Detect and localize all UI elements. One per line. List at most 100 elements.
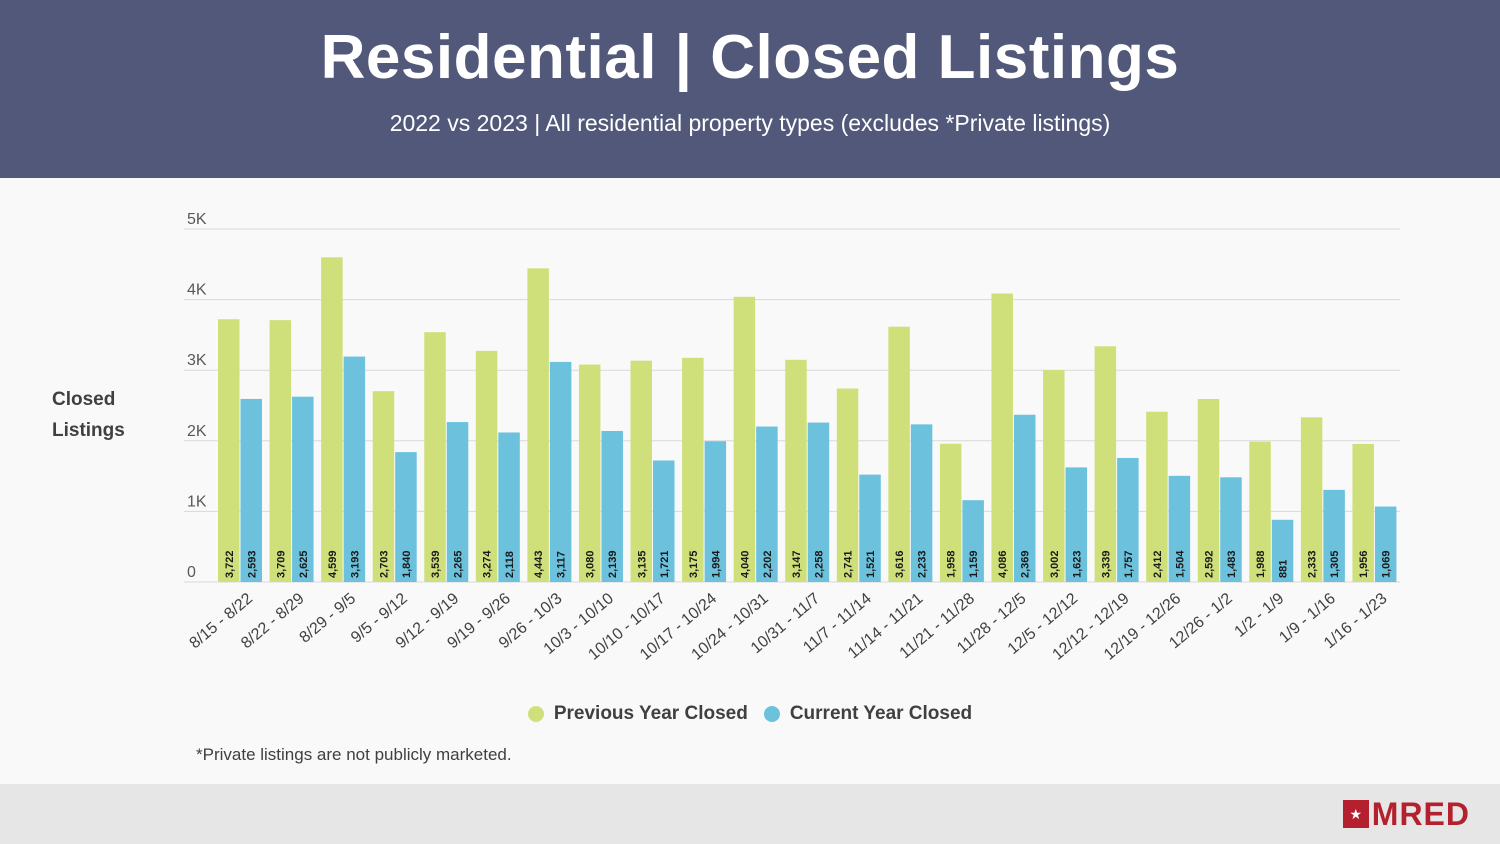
data-label-previous: 3,147 [791, 550, 803, 578]
bar-previous [1352, 443, 1374, 582]
bar-current [1323, 489, 1345, 582]
bar-previous [527, 268, 549, 582]
bar-current [910, 424, 933, 582]
data-label-previous: 4,040 [739, 550, 751, 578]
data-label-previous: 3,274 [482, 550, 494, 578]
data-label-current: 2,118 [504, 551, 516, 578]
bar-current [1065, 467, 1088, 582]
bar-previous [424, 332, 446, 582]
y-tick-label: 0 [187, 564, 196, 581]
bar-previous [1249, 441, 1271, 582]
bar-previous [1094, 346, 1117, 582]
logo-text: MRED [1371, 796, 1470, 832]
data-label-current: 2,369 [1020, 550, 1032, 578]
bar-current [1220, 477, 1242, 582]
data-label-current: 1,521 [865, 550, 877, 578]
bar-current [807, 422, 830, 582]
bar-previous [372, 391, 395, 582]
bar-previous [733, 296, 756, 582]
header-banner: Residential | Closed Listings 2022 vs 20… [0, 0, 1500, 178]
legend-label-current: Current Year Closed [789, 703, 973, 724]
data-label-current: 2,139 [607, 550, 619, 578]
y-tick-label: 1K [187, 493, 207, 510]
data-label-current: 1,840 [401, 550, 413, 578]
bar-current [601, 430, 623, 582]
data-label-previous: 3,722 [224, 550, 236, 578]
bar-previous [1043, 370, 1065, 582]
data-label-previous: 3,002 [1049, 550, 1061, 578]
data-label-previous: 3,616 [894, 550, 906, 578]
data-label-previous: 3,135 [636, 550, 648, 578]
bar-previous [1197, 399, 1220, 582]
bar-current [498, 432, 520, 582]
data-label-current: 1,504 [1174, 550, 1186, 578]
legend-dot-current [763, 706, 780, 722]
bar-current [240, 398, 262, 582]
bar-current [395, 452, 417, 582]
y-tick-label: 3K [187, 352, 207, 369]
legend-item-previous[interactable]: Previous Year Closed [527, 703, 748, 725]
data-label-previous: 3,080 [585, 550, 597, 578]
data-label-current: 2,202 [762, 550, 774, 578]
data-label-previous: 4,443 [533, 550, 545, 578]
data-label-current: 1,305 [1329, 550, 1341, 578]
bar-current [1271, 519, 1294, 582]
bar-current [653, 460, 675, 582]
bar-current [756, 426, 778, 582]
data-label-previous: 2,703 [378, 550, 390, 578]
y-axis-title-line-1: Closed [52, 389, 116, 410]
footnote: *Private listings are not publicly marke… [196, 745, 512, 764]
data-label-current: 3,193 [349, 550, 361, 578]
data-label-previous: 1,988 [1255, 550, 1267, 578]
bar-current [859, 474, 881, 582]
page-subtitle: 2022 vs 2023 | All residential property … [389, 110, 1111, 136]
data-label-current: 881 [1278, 560, 1290, 578]
bar-previous [1146, 411, 1168, 582]
y-tick-label: 5K [187, 211, 207, 228]
data-label-current: 3,117 [556, 551, 568, 578]
data-label-current: 2,265 [453, 550, 465, 578]
data-label-current: 2,233 [917, 550, 929, 578]
data-label-current: 1,623 [1071, 550, 1083, 578]
data-label-current: 2,593 [246, 550, 258, 578]
bar-current [962, 500, 984, 582]
data-label-previous: 4,599 [327, 550, 339, 578]
y-axis-title: Closed Listings [52, 384, 142, 446]
data-label-current: 1,721 [659, 550, 671, 578]
bar-previous [836, 388, 859, 582]
data-label-current: 1,483 [1226, 550, 1238, 578]
bar-current [1117, 457, 1139, 582]
bar-previous [682, 357, 704, 582]
data-label-previous: 4,086 [997, 550, 1009, 578]
y-axis-title-line-2: Listings [52, 420, 125, 441]
bar-current [704, 441, 727, 582]
footer-bar: ★ MRED [0, 784, 1500, 844]
star-icon: ★ [1342, 800, 1369, 828]
legend-label-previous: Previous Year Closed [553, 703, 748, 724]
data-label-previous: 1,958 [946, 550, 958, 578]
data-label-previous: 3,339 [1100, 550, 1112, 578]
data-label-current: 1,994 [710, 550, 722, 578]
chart-legend: Previous Year Closed Current Year Closed [0, 703, 1500, 725]
bar-previous [475, 350, 498, 582]
bar-previous [218, 319, 240, 582]
data-label-current: 2,258 [813, 550, 825, 578]
bar-current [1374, 506, 1397, 582]
bar-previous [785, 359, 807, 582]
data-label-previous: 2,333 [1307, 550, 1319, 578]
bar-previous [939, 443, 962, 582]
legend-dot-previous [527, 706, 544, 722]
bar-previous [1300, 417, 1323, 582]
x-tick-label: 8/29 - 9/5 [296, 590, 359, 647]
data-label-current: 1,757 [1123, 550, 1135, 578]
bar-previous [888, 326, 910, 582]
bar-previous [578, 364, 601, 582]
bar-current [549, 361, 572, 582]
legend-item-current[interactable]: Current Year Closed [763, 703, 973, 725]
data-label-current: 1,159 [968, 550, 980, 578]
data-label-previous: 1,956 [1358, 550, 1370, 578]
bar-previous [269, 320, 292, 582]
data-label-previous: 2,741 [843, 550, 855, 578]
data-label-previous: 2,412 [1152, 550, 1164, 578]
mred-logo[interactable]: ★ MRED [1342, 796, 1470, 832]
